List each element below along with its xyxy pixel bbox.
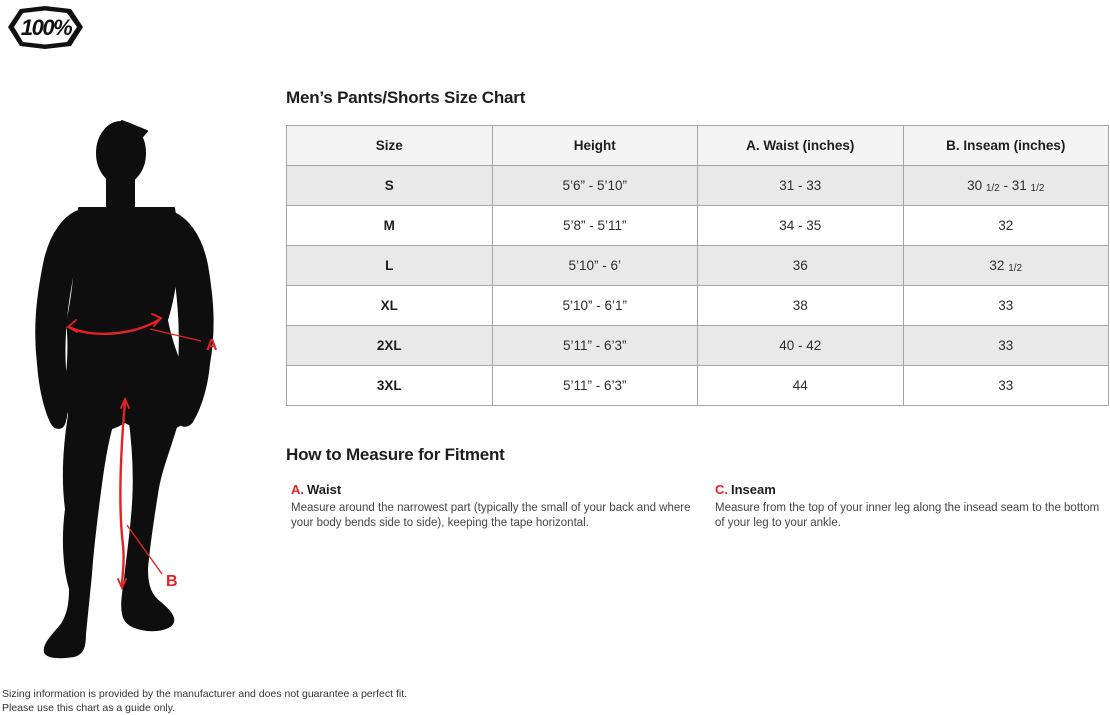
- column-header-waist: A. Waist (inches): [697, 125, 904, 166]
- column-header-height: Height: [491, 125, 698, 166]
- logo-badge-inner-line: [14, 10, 77, 45]
- measure-label-waist: Waist: [307, 482, 342, 497]
- table-body: S 5’6” - 5’10” 31 - 33 30 1/2 - 31 1/2 M 5’8”…: [286, 165, 1109, 406]
- cell-height: 5’6” - 5’10”: [491, 165, 698, 206]
- measure-item-inseam-heading: C. Inseam: [715, 482, 1107, 497]
- cell-inseam: 32: [902, 205, 1109, 246]
- table-header: Size Height A. Waist (inches) B. Inseam (in…: [286, 125, 1109, 166]
- size-chart-table: Size Height A. Waist (inches) B. Inseam (in…: [286, 125, 1109, 406]
- cell-inseam: 33: [902, 365, 1109, 406]
- disclaimer-line-1: Sizing information is provided by the ma…: [2, 688, 408, 700]
- figure-left-leg: [43, 408, 115, 659]
- measure-item-waist-heading: A. Waist: [291, 482, 693, 497]
- figure-neck: [106, 174, 135, 210]
- measurement-figure: A B: [35, 120, 218, 659]
- disclaimer-line-2: Please use this chart as a guide only.: [2, 702, 176, 714]
- size-row-3xl: 3XL 5’11” - 6’3” 44 33: [286, 365, 1109, 406]
- size-row-l: L 5’10” - 6’ 36 32 1/2: [286, 245, 1109, 286]
- figure-left-arm: [35, 209, 86, 429]
- measure-letter-c: C.: [715, 482, 728, 497]
- measure-label-inseam: Inseam: [731, 482, 776, 497]
- cell-height: 5’10” - 6’1”: [491, 285, 698, 326]
- cell-inseam: 33: [902, 325, 1109, 366]
- brand-logo-100percent[interactable]: 100%: [8, 6, 83, 49]
- waist-label-pointer: [149, 328, 202, 342]
- column-header-inseam: B. Inseam (inches): [902, 125, 1109, 166]
- figure-hair: [121, 120, 148, 145]
- cell-size: M: [286, 205, 493, 246]
- cell-size: 3XL: [286, 365, 493, 406]
- size-row-xl: XL 5’10” - 6’1” 38 33: [286, 285, 1109, 326]
- measure-item-waist: A. Waist Measure around the narrowest par…: [291, 482, 693, 531]
- cell-size: 2XL: [286, 325, 493, 366]
- measure-text-inseam: Measure from the top of your inner leg a…: [715, 502, 1100, 529]
- cell-waist: 44: [697, 365, 904, 406]
- measure-text-waist: Measure around the narrowest part (typic…: [291, 502, 691, 529]
- cell-waist: 34 - 35: [697, 205, 904, 246]
- cell-size: S: [286, 165, 493, 206]
- cell-inseam: 30 1/2 - 31 1/2: [902, 165, 1109, 206]
- cell-waist: 38: [697, 285, 904, 326]
- cell-waist: 40 - 42: [697, 325, 904, 366]
- inseam-label-pointer: [126, 524, 163, 575]
- measure-item-inseam: C. Inseam Measure from the top of your in…: [715, 482, 1107, 531]
- cell-height: 5’10” - 6’: [491, 245, 698, 286]
- cell-inseam: 32 1/2: [902, 245, 1109, 286]
- cell-waist: 36: [697, 245, 904, 286]
- waist-measure-line: [66, 313, 163, 336]
- figure-right-leg: [121, 370, 182, 632]
- size-row-m: M 5’8” - 5’11” 34 - 35 32: [286, 205, 1109, 246]
- logo-text: 100%: [21, 15, 72, 40]
- cell-inseam: 33: [902, 285, 1109, 326]
- size-row-2xl: 2XL 5’11” - 6’3” 40 - 42 33: [286, 325, 1109, 366]
- cell-waist: 31 - 33: [697, 165, 904, 206]
- cell-height: 5’8” - 5’11”: [491, 205, 698, 246]
- measure-letter-a: A.: [291, 482, 304, 497]
- cell-size: L: [286, 245, 493, 286]
- column-header-size: Size: [286, 125, 493, 166]
- inseam-measure-line: [117, 396, 130, 591]
- cell-height: 5’11” - 6’3”: [491, 365, 698, 406]
- disclaimer: Sizing information is provided by the ma…: [2, 687, 407, 715]
- waist-label-a: A: [206, 337, 218, 354]
- cell-height: 5’11” - 6’3”: [491, 325, 698, 366]
- header-row: Size Height A. Waist (inches) B. Inseam (in…: [286, 125, 1109, 166]
- measure-section-title: How to Measure for Fitment: [286, 445, 505, 464]
- page-title: Men’s Pants/Shorts Size Chart: [286, 88, 526, 107]
- inseam-label-b: B: [166, 573, 178, 590]
- size-row-s: S 5’6” - 5’10” 31 - 33 30 1/2 - 31 1/2: [286, 165, 1109, 206]
- cell-size: XL: [286, 285, 493, 326]
